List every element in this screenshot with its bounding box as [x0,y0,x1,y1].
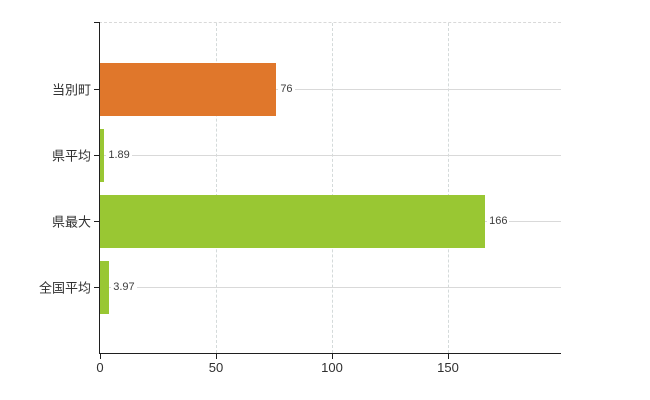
x-axis-tick [332,354,333,359]
plot-area: 0 50 100 150 当別町 76 県平均 1.89 県最大 166 全国平均 3.97 [39,22,561,375]
bar-value-label: 1.89 [106,148,132,162]
y-axis-tick [94,287,100,288]
x-tick-label: 150 [437,360,459,375]
x-gridline [448,23,449,353]
x-axis-tick [100,354,101,359]
x-gridline [332,23,333,353]
x-gridline [216,23,217,353]
x-axis-tick [216,354,217,359]
category-label: 県平均 [51,148,91,164]
bar-value-label: 76 [278,82,295,96]
bar-value-label: 3.97 [111,280,137,294]
bar [100,128,105,182]
x-axis-tick [448,354,449,359]
x-tick-label: 100 [321,360,343,375]
category-gridline [100,155,561,156]
bar-value-label: 166 [487,214,510,228]
y-axis-top-tick [94,22,100,23]
category-gridline [100,287,561,288]
bar [100,194,486,248]
bar [100,260,110,314]
y-axis-tick [94,89,100,90]
bar [100,62,277,116]
x-tick-label: 50 [208,360,224,375]
category-label: 県最大 [51,214,91,230]
category-gridline [100,89,561,90]
y-axis-tick [94,221,100,222]
category-label: 全国平均 [38,280,91,296]
category-label: 当別町 [51,82,91,98]
x-tick-label: 0 [96,360,104,375]
y-axis-tick [94,155,100,156]
